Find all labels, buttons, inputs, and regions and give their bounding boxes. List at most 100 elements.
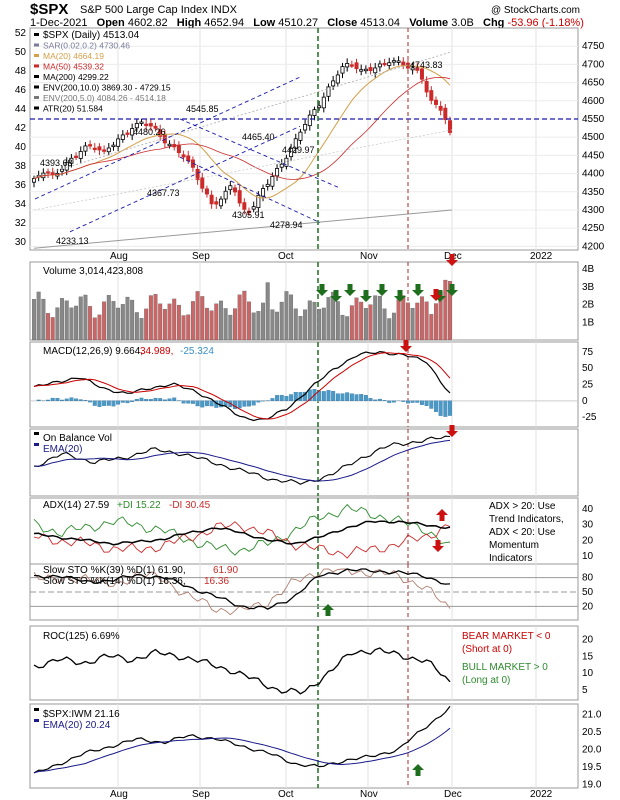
price-legend-3: MA(50) 4539.32 bbox=[43, 62, 104, 72]
adx-red-arrow-up bbox=[436, 509, 448, 521]
candle-body bbox=[242, 202, 247, 210]
macd-legend-2: -25.324 bbox=[180, 346, 214, 357]
macd-hist-bar bbox=[345, 392, 350, 401]
macd-legend-0: MACD(12,26,9) 9.664, bbox=[43, 346, 143, 357]
candle-body bbox=[111, 144, 116, 148]
bottom-x-label: Dec bbox=[444, 789, 462, 800]
price-legend-0: $SPX (Daily) 4513.04 bbox=[43, 30, 140, 41]
price-right-tick: 4750 bbox=[582, 41, 605, 52]
candle-body bbox=[391, 60, 396, 63]
sto-green-arrow bbox=[322, 604, 334, 616]
volume-bar bbox=[312, 301, 317, 341]
candle-body bbox=[270, 175, 275, 187]
price-annotation: 4743.83 bbox=[410, 60, 443, 70]
volume-bar bbox=[134, 312, 139, 341]
candle-body bbox=[251, 206, 256, 210]
volume-bar bbox=[69, 307, 74, 341]
volume-bar bbox=[148, 295, 153, 341]
macd-hist-bar bbox=[116, 400, 121, 405]
sto-legend-1: 61.90 bbox=[213, 565, 238, 576]
macd-hist-bar bbox=[256, 400, 261, 403]
volume-bar bbox=[41, 298, 46, 341]
volume-green-arrow bbox=[316, 284, 328, 296]
volume-bar bbox=[223, 308, 228, 341]
price-legend-2: MA(20) 4664.19 bbox=[43, 51, 104, 61]
adx-right-tick: 20 bbox=[582, 535, 594, 546]
candle-body bbox=[424, 81, 429, 93]
sto-legend-2: Slow STO %K(14) %D(1) 16.36, bbox=[43, 576, 186, 587]
atr-left-tick: 44 bbox=[15, 104, 27, 115]
volume-right-tick: 4B bbox=[582, 264, 595, 275]
macd-hist-bar bbox=[377, 398, 382, 401]
macd-hist-bar bbox=[275, 395, 280, 401]
low-value: 4510.27 bbox=[278, 17, 319, 29]
high-label: High bbox=[176, 17, 202, 29]
candle-body bbox=[335, 74, 340, 84]
candle-body bbox=[116, 138, 121, 147]
channel-lower-line bbox=[69, 125, 301, 233]
macd-hist-bar bbox=[88, 400, 93, 403]
volume-bar bbox=[158, 303, 163, 341]
bear-note-0: BEAR MARKET < 0 bbox=[462, 631, 551, 642]
price-right-tick: 4650 bbox=[582, 78, 605, 89]
volume-bar bbox=[373, 295, 378, 341]
macd-hist-bar bbox=[144, 399, 149, 401]
ratio-legend-0: $SPX:IWM 21.16 bbox=[43, 709, 120, 720]
bottom-x-label: Oct bbox=[278, 789, 294, 800]
volume-green-arrow bbox=[360, 290, 372, 302]
volume-green-arrow bbox=[344, 284, 356, 296]
stockcharts-link[interactable]: @ StockCharts.com bbox=[490, 5, 580, 16]
candle-body bbox=[396, 60, 401, 63]
price-legend-swatch bbox=[34, 33, 39, 36]
volume-bar bbox=[345, 316, 350, 341]
index-name-text: S&P 500 Large Cap Index bbox=[80, 4, 208, 16]
candle-body bbox=[120, 134, 125, 140]
ma50-line bbox=[33, 76, 451, 180]
volume-bar bbox=[289, 294, 294, 341]
candle-body bbox=[307, 114, 312, 127]
adx-panel-frame bbox=[29, 497, 579, 565]
volume-green-arrow bbox=[330, 290, 342, 302]
candle-body bbox=[443, 107, 448, 121]
candle-body bbox=[64, 161, 69, 171]
chart-header: $SPX S&P 500 Large Cap Index INDX @ Stoc… bbox=[0, 0, 620, 30]
volume-bar bbox=[429, 314, 434, 341]
ratio-right-tick: 19.5 bbox=[582, 762, 602, 773]
macd-hist-bar bbox=[186, 400, 191, 404]
macd-hist-bar bbox=[438, 400, 443, 416]
volume-bar bbox=[424, 301, 429, 341]
price-panel-frame bbox=[29, 27, 579, 251]
quote-line: 1-Dec-2021 Open 4602.82 High 4652.94 Low… bbox=[30, 17, 584, 29]
macd-hist-bar bbox=[420, 400, 424, 405]
volume-bar bbox=[176, 304, 181, 341]
adx-right-tick: 40 bbox=[582, 504, 594, 515]
candle-body bbox=[303, 123, 308, 131]
price-x-label: Aug bbox=[110, 251, 128, 262]
adx-note-2: ADX < 20: Use bbox=[489, 527, 556, 538]
volume-bar bbox=[331, 291, 336, 341]
candle-body bbox=[331, 80, 336, 87]
candle-body bbox=[60, 168, 65, 172]
price-right-tick: 4300 bbox=[582, 205, 605, 216]
candle-body bbox=[209, 194, 214, 205]
macd-hist-bar bbox=[111, 400, 116, 407]
volume-bar bbox=[36, 291, 41, 341]
price-red-arrow bbox=[446, 254, 458, 266]
candle-body bbox=[223, 190, 228, 200]
adx-line bbox=[33, 520, 451, 546]
candle-body bbox=[106, 147, 111, 153]
adx-right-tick: 10 bbox=[582, 551, 594, 562]
ratio-ema-line bbox=[33, 727, 451, 774]
candle-body bbox=[78, 151, 83, 159]
macd-hist-bar bbox=[284, 396, 289, 401]
price-annotation: 4545.85 bbox=[186, 104, 219, 114]
volume-bar bbox=[321, 307, 326, 341]
volume-bar bbox=[335, 301, 340, 341]
candle-body bbox=[148, 123, 153, 127]
macd-hist-bar bbox=[102, 400, 107, 406]
atr-left-tick: 32 bbox=[15, 218, 27, 229]
candle-body bbox=[256, 194, 261, 209]
ratio-green-arrow bbox=[412, 764, 424, 776]
price-x-label: Oct bbox=[278, 251, 294, 262]
obv-panel-frame bbox=[29, 428, 579, 497]
